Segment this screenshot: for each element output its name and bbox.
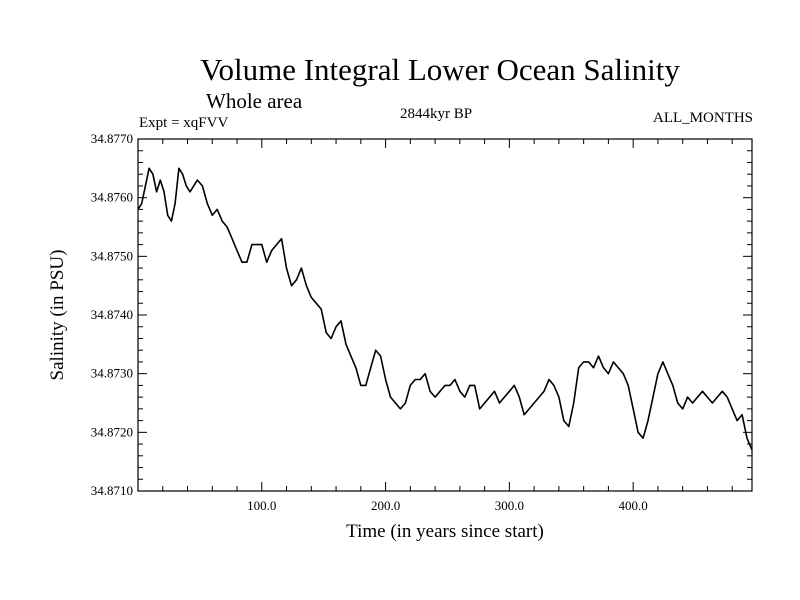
- y-tick-label: 34.8710: [91, 483, 133, 498]
- y-tick-label: 34.8770: [91, 131, 133, 146]
- axis-ticks: [138, 138, 752, 492]
- y-tick-label: 34.8720: [91, 424, 133, 439]
- y-tick-label: 34.8760: [91, 190, 133, 205]
- x-tick-label: 200.0: [371, 498, 400, 513]
- x-axis-label: Time (in years since start): [346, 521, 544, 542]
- epoch-label: 2844kyr BP: [400, 106, 473, 122]
- salinity-series-line: [137, 167, 753, 451]
- experiment-label: Expt = xqFVV: [139, 115, 229, 131]
- x-tick-label: 300.0: [495, 498, 524, 513]
- y-axis-label: Salinity (in PSU): [47, 250, 68, 381]
- y-tick-label: 34.8750: [91, 248, 133, 263]
- months-label: ALL_MONTHS: [653, 110, 753, 126]
- plot-frame: [137, 138, 753, 492]
- x-tick-label: 400.0: [619, 498, 648, 513]
- y-tick-label: 34.8730: [91, 366, 133, 381]
- axis-tick-labels: 100.0 200.0 300.0 400.0 34.8710 34.8720 34.873…: [91, 131, 648, 513]
- chart-title: Volume Integral Lower Ocean Salinity: [200, 52, 680, 87]
- y-tick-label: 34.8740: [91, 307, 133, 322]
- x-tick-label: 100.0: [247, 498, 276, 513]
- chart-subtitle: Whole area: [206, 89, 303, 113]
